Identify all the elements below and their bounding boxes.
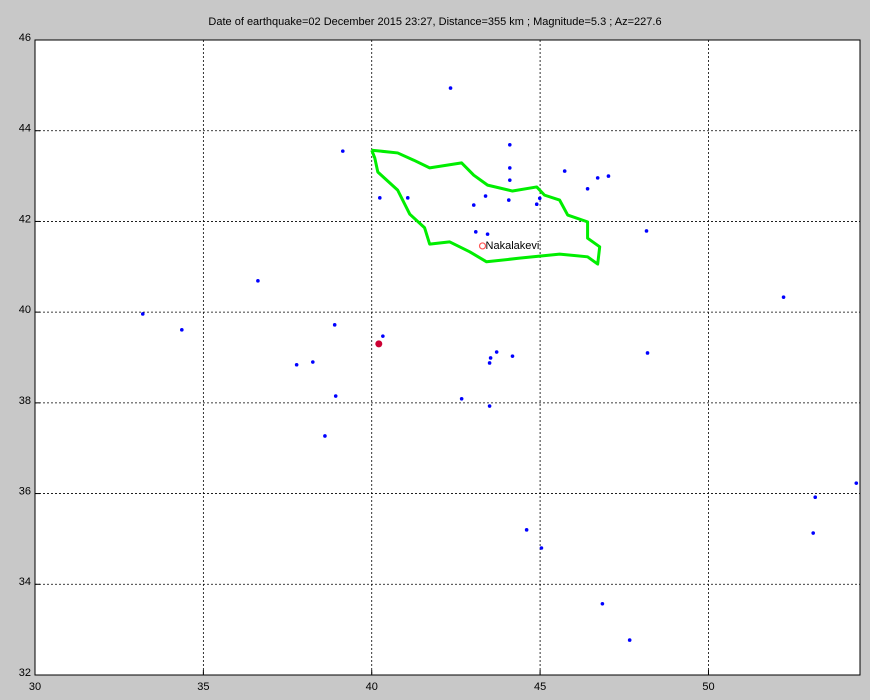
y-tick-label: 44 bbox=[19, 123, 31, 135]
border-line bbox=[370, 148, 602, 266]
point bbox=[333, 394, 338, 398]
x-tick-label: 30 bbox=[29, 681, 41, 693]
point bbox=[539, 546, 544, 550]
x-tick-label: 50 bbox=[702, 681, 714, 693]
point bbox=[645, 351, 650, 355]
chart-title: Date of earthquake=02 December 2015 23:2… bbox=[208, 16, 661, 28]
y-tick-label: 38 bbox=[19, 395, 31, 407]
point bbox=[813, 495, 818, 500]
y-tick-label: 36 bbox=[19, 485, 31, 497]
point bbox=[494, 350, 499, 354]
y-tick-label: 34 bbox=[19, 576, 31, 588]
point bbox=[375, 340, 383, 348]
y-tick-label: 40 bbox=[19, 304, 31, 316]
point bbox=[487, 404, 492, 408]
point bbox=[606, 174, 611, 178]
annotation-label: Nakalakevi bbox=[486, 240, 540, 252]
x-tick-label: 40 bbox=[366, 681, 378, 693]
y-tick-label: 32 bbox=[19, 667, 31, 679]
point bbox=[473, 230, 478, 234]
point bbox=[510, 354, 515, 358]
point bbox=[483, 194, 488, 198]
point bbox=[854, 481, 859, 485]
point bbox=[256, 279, 260, 283]
point bbox=[448, 86, 453, 90]
point bbox=[381, 334, 385, 338]
point bbox=[781, 295, 786, 299]
y-tick-label: 46 bbox=[19, 32, 31, 44]
point bbox=[562, 169, 567, 173]
point bbox=[485, 232, 490, 236]
point bbox=[459, 396, 464, 401]
point bbox=[537, 196, 542, 201]
point bbox=[140, 312, 145, 316]
point bbox=[487, 361, 492, 365]
annotation-marker bbox=[478, 242, 487, 250]
point bbox=[585, 186, 590, 191]
point bbox=[323, 434, 327, 438]
point bbox=[507, 178, 512, 182]
point bbox=[294, 362, 299, 367]
point bbox=[471, 203, 476, 207]
point bbox=[180, 328, 184, 332]
x-tick-label: 45 bbox=[534, 681, 546, 693]
point bbox=[332, 323, 337, 327]
point bbox=[524, 528, 529, 532]
point bbox=[378, 196, 382, 200]
point bbox=[340, 149, 345, 153]
point bbox=[507, 142, 512, 147]
point bbox=[506, 198, 511, 202]
point bbox=[600, 601, 605, 606]
point bbox=[811, 531, 815, 535]
point bbox=[507, 166, 512, 170]
point bbox=[534, 202, 539, 206]
point bbox=[311, 360, 315, 364]
plot-area bbox=[34, 39, 861, 676]
point bbox=[405, 196, 410, 200]
point bbox=[644, 229, 649, 233]
point bbox=[627, 638, 632, 642]
point bbox=[488, 356, 493, 360]
x-tick-label: 35 bbox=[197, 681, 209, 693]
y-tick-label: 42 bbox=[19, 213, 31, 225]
point bbox=[595, 176, 600, 180]
